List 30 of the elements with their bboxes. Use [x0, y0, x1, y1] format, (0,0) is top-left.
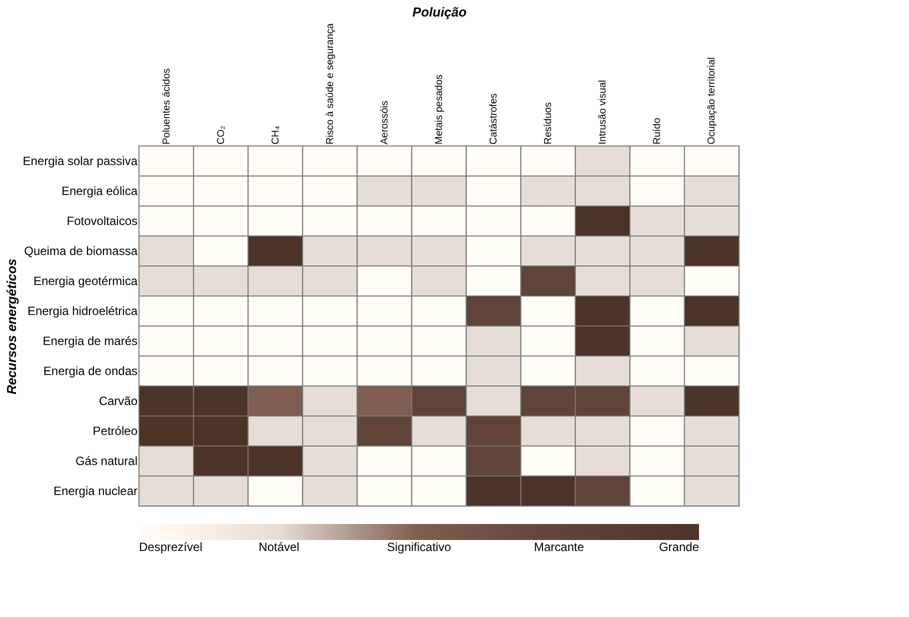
x-tick-label: Poluentes ácidos	[161, 68, 172, 144]
y-tick-label: Gás natural	[75, 454, 138, 468]
y-tick-label: Energia solar passiva	[22, 154, 138, 168]
y-tick-label: Petróleo	[92, 424, 138, 438]
x-tick-label: Catástrofes	[488, 93, 500, 144]
x-tick-label: Ocupação territorial	[706, 57, 718, 144]
x-tick-label: Ruído	[652, 117, 664, 144]
color-bar-label: Notável	[258, 540, 300, 554]
y-tick-label: Carvão	[98, 394, 138, 408]
x-tick-label: CO₂	[216, 126, 227, 144]
x-tick-label: Resíduos	[543, 102, 554, 144]
x-tick-label: CH₄	[270, 126, 282, 144]
y-tick-label: Energia de marés	[42, 334, 138, 348]
x-tick-label: Intrusão visual	[598, 80, 609, 144]
x-tick-label: Risco à saúde e segurança	[324, 22, 336, 144]
y-tick-label: Energia geotérmica	[33, 274, 138, 288]
y-axis-title: Recursos energéticos	[4, 258, 19, 394]
y-tick-label: Energia hidroelétrica	[27, 304, 138, 318]
y-tick-label: Energia de ondas	[43, 364, 138, 378]
x-axis-title: Poluição	[412, 4, 467, 20]
color-bar-label: Significativo	[386, 540, 452, 554]
color-bar-label: Desprezível	[139, 540, 202, 554]
y-tick-label: Queima de biomassa	[24, 244, 138, 258]
color-bar-label: Grande	[658, 540, 700, 554]
y-tick-label: Energia eólica	[61, 184, 138, 198]
x-tick-label: Aerossóis	[379, 100, 390, 144]
x-tick-label: Metais pesados	[434, 74, 445, 144]
y-tick-label: Fotovoltaicos	[66, 214, 138, 228]
color-bar-label: Marcante	[534, 540, 584, 554]
y-tick-label: Energia nuclear	[53, 484, 138, 498]
